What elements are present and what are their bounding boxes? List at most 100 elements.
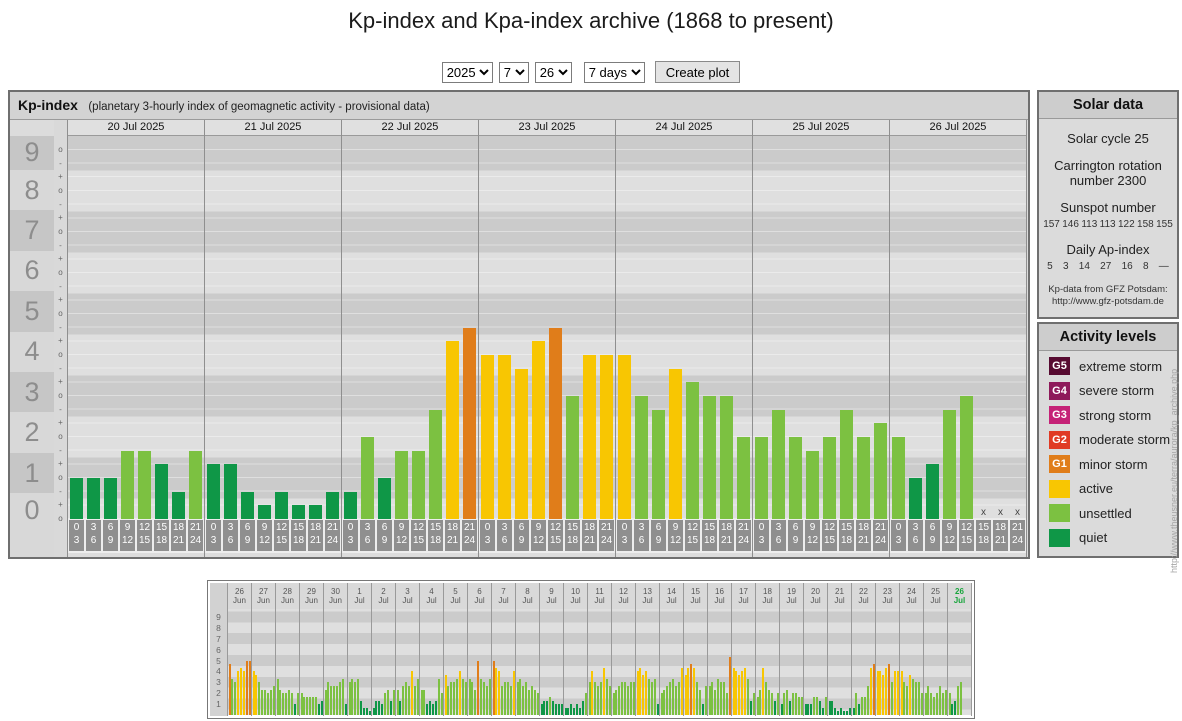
overview-kp-bar [810, 704, 813, 715]
interval-label: 21 24 [1010, 520, 1025, 551]
subtick: + [58, 336, 63, 346]
overview-kp-bar [957, 685, 960, 715]
solar-data-panel: Solar data Solar cycle 25 Carrington rot… [1037, 90, 1179, 319]
solar-cycle: Solar cycle 25 [1067, 131, 1149, 146]
overview-kp-bar [399, 700, 402, 715]
overview-kp-bar [413, 685, 416, 715]
overview-kp-bar [485, 685, 488, 715]
sunspot-value: 146 [1062, 219, 1079, 230]
subtick: - [59, 404, 62, 414]
range-select[interactable]: 7 days [583, 61, 645, 83]
interval-label: 15 18 [702, 520, 717, 551]
overview-day-plot [612, 609, 635, 715]
overview-kp-bar [474, 689, 477, 715]
overview-day-column: 5 Jul [444, 583, 468, 716]
overview-day-column: 30 Jun [324, 583, 348, 716]
overview-date-label: 12 Jul [612, 583, 635, 609]
g4-legend-swatch: G4 [1049, 381, 1070, 400]
interval-label: 21 24 [736, 520, 751, 551]
overview-kp-bar [482, 682, 485, 715]
overview-kp-bar [338, 682, 341, 715]
kp-bar [943, 409, 956, 519]
overview-kp-bar [680, 667, 683, 715]
date-label: 21 Jul 2025 [205, 120, 341, 136]
interval-label: 9 12 [805, 520, 820, 551]
sunspot-values: 157 146 113 113 122 158 155 [1039, 219, 1177, 230]
overview-day-plot [420, 609, 443, 715]
overview-kp-bar [725, 693, 728, 715]
overview-y-label: 6 [216, 644, 221, 655]
overview-kp-bar [927, 685, 930, 715]
interval-label: 15 18 [154, 520, 169, 551]
overview-kp-bar [608, 685, 611, 715]
overview-y-label: 7 [216, 633, 221, 644]
overview-kp-bar [591, 671, 594, 715]
day-column: 23 Jul 2025 0 3 3 6 6 9 9 12 12 15 15 18 18 21 21 24 [479, 120, 616, 557]
year-select[interactable]: 2025 [441, 61, 493, 83]
overview-kp-bar [636, 671, 639, 715]
overview-kp-bar [690, 664, 693, 715]
overview-kp-bar [684, 675, 687, 715]
overview-date-label: 19 Jul [780, 583, 803, 609]
day-select[interactable]: 26 [534, 61, 572, 83]
overview-kp-bar [816, 696, 818, 715]
sunspot-value: 113 [1099, 219, 1116, 230]
overview-kp-bar [746, 678, 749, 715]
kp-bar [292, 505, 305, 519]
overview-kp-bar [677, 682, 680, 715]
kp-bar [669, 368, 682, 519]
overview-kp-bar [672, 678, 674, 715]
overview-kp-bar [303, 696, 306, 715]
overview-day-column: 14 Jul [660, 583, 684, 716]
activity-legend: G5 extreme storm G4 severe storm G3 strong st… [1039, 357, 1177, 548]
overview-kp-bar [330, 685, 333, 715]
overview-kp-bar [576, 704, 578, 715]
create-plot-button[interactable]: Create plot [654, 61, 741, 83]
overview-kp-bar [597, 685, 600, 715]
overview-kp-bar [471, 682, 474, 715]
overview-date-label: 3 Jul [396, 583, 419, 609]
overview-kp-bar [786, 689, 789, 715]
overview-kp-bar [879, 671, 882, 715]
kp-bar [395, 450, 408, 519]
overview-kp-bar [776, 693, 779, 715]
month-select[interactable]: 7 [498, 61, 529, 83]
overview-day-column: 11 Jul [588, 583, 612, 716]
overview-kp-bar [717, 678, 720, 715]
overview-day-plot [828, 609, 851, 715]
overview-day-column: 23 Jul [876, 583, 900, 716]
overview-kp-bar [765, 682, 768, 715]
interval-label: 18 21 [856, 520, 871, 551]
overview-kp-bar [650, 682, 653, 715]
overview-kp-bar [642, 675, 645, 715]
kp-plot-area: 20 Jul 2025 0 3 3 6 6 9 9 12 12 15 15 18 18 21 21 24 21 J… [67, 120, 1028, 557]
overview-kp-bar [434, 700, 437, 715]
day-plot [68, 136, 204, 519]
overview-kp-bar [584, 693, 587, 715]
overview-kp-bar [378, 700, 381, 715]
missing-data-marker: x [1015, 507, 1020, 518]
overview-day-column: 26 Jul [948, 583, 972, 716]
overview-kp-bar [581, 700, 584, 715]
overview-kp-bar [245, 660, 248, 715]
kp-bar [241, 491, 254, 519]
interval-labels: 0 3 3 6 6 9 9 12 12 15 15 18 18 21 21 24 [753, 519, 889, 553]
overview-kp-bar [444, 675, 447, 715]
overview-day-column: 22 Jul [852, 583, 876, 716]
overview-kp-bar [807, 704, 810, 715]
overview-date-label: 9 Jul [540, 583, 563, 609]
overview-kp-bar [423, 689, 426, 715]
subtick: - [59, 199, 62, 209]
overview-day-plot [852, 609, 875, 715]
overview-kp-bar [792, 693, 794, 715]
overview-kp-bar [546, 700, 549, 715]
overview-kp-bar [255, 675, 258, 715]
sunspot-value: 122 [1117, 219, 1135, 230]
overview-day-plot [372, 609, 395, 715]
overview-kp-bar [704, 685, 707, 715]
